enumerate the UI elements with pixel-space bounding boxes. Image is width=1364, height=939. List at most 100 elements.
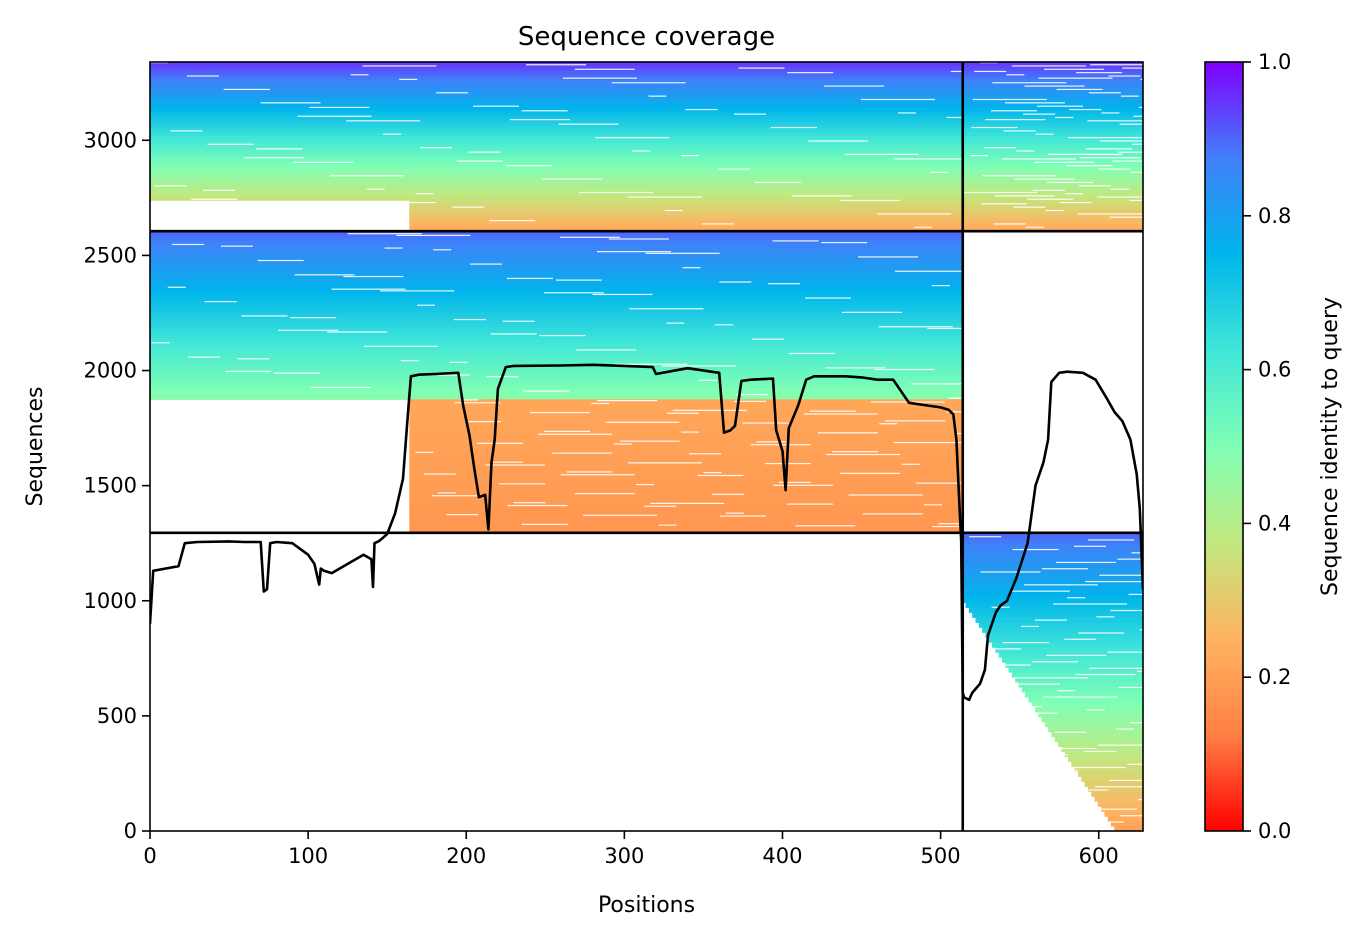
coverage-gap [645, 252, 720, 254]
coverage-gap [1089, 667, 1143, 669]
coverage-row [962, 211, 1143, 215]
coverage-gap [972, 792, 991, 794]
coverage-row [150, 248, 963, 252]
coverage-row [1068, 756, 1143, 763]
coverage-row [150, 287, 963, 291]
coverage-gap [971, 126, 1018, 129]
coverage-gap [207, 143, 254, 145]
coverage-gap [879, 423, 898, 425]
coverage-row [150, 194, 963, 198]
coverage-row [150, 357, 963, 361]
y-tick-label: 1000 [84, 589, 137, 613]
coverage-gap [938, 523, 1013, 525]
coverage-gap [562, 77, 637, 79]
colorbar-tick-label: 0.2 [1258, 665, 1291, 689]
coverage-gap [1057, 690, 1076, 692]
coverage-gap [734, 400, 767, 402]
coverage-gap [1132, 143, 1143, 145]
coverage-row [1025, 691, 1143, 698]
coverage-row [150, 186, 963, 190]
coverage-gap [1111, 188, 1130, 190]
coverage-row [962, 62, 1143, 66]
coverage-row [150, 360, 963, 364]
coverage-gap [172, 243, 205, 246]
coverage-row [150, 129, 963, 134]
coverage-gap [1067, 137, 1142, 139]
coverage-row [150, 396, 963, 400]
coverage-row [962, 93, 1143, 97]
coverage-row [1077, 771, 1143, 777]
coverage-row [150, 376, 963, 381]
coverage-gap [1086, 709, 1105, 711]
coverage-gap [969, 155, 988, 157]
coverage-gap [449, 361, 468, 363]
coverage-row [409, 470, 963, 474]
coverage-gap [788, 352, 835, 355]
coverage-gap [526, 64, 587, 66]
coverage-row [409, 510, 963, 514]
y-tick-label: 500 [97, 704, 137, 728]
coverage-gap [1062, 808, 1137, 810]
coverage-row [962, 225, 1143, 230]
coverage-gap [893, 158, 968, 160]
coverage-row [409, 463, 963, 467]
coverage-row [409, 503, 963, 507]
coverage-gap [170, 130, 203, 132]
coverage-gap [970, 664, 1031, 666]
coverage-row [409, 517, 963, 521]
coverage-gap [1055, 561, 1116, 564]
coverage-gap [1011, 65, 1086, 67]
coverage-row [150, 320, 963, 325]
coverage-gap [1076, 802, 1095, 804]
coverage-gap [1130, 171, 1143, 173]
coverage-row [409, 441, 963, 445]
coverage-gap [1119, 123, 1143, 125]
coverage-gap [241, 315, 288, 317]
coverage-row [150, 138, 963, 142]
coverage-gap [485, 464, 546, 466]
coverage-block [150, 231, 1002, 400]
coverage-gap [400, 360, 419, 362]
coverage-row [150, 365, 963, 370]
coverage-row [150, 312, 963, 316]
coverage-row [150, 267, 963, 272]
coverage-row [962, 532, 1143, 539]
coverage-gap [1002, 641, 1049, 644]
coverage-row [409, 208, 963, 213]
coverage-row [150, 270, 963, 274]
y-axis: 0 500 1000 1500 2000 2500 3000 [84, 128, 150, 843]
coverage-gap [1112, 160, 1143, 162]
coverage-gap [619, 440, 680, 442]
coverage-row [962, 205, 1143, 210]
coverage-row [409, 528, 963, 532]
coverage-row [962, 592, 1143, 599]
coverage-row [150, 281, 963, 286]
coverage-row [150, 166, 963, 170]
coverage-gap [915, 482, 990, 484]
coverage-gap [1023, 584, 1098, 586]
coverage-gap [1109, 216, 1143, 218]
coverage-gap [544, 430, 591, 432]
y-tick-label: 1500 [84, 474, 137, 498]
coverage-gap [1048, 153, 1123, 155]
coverage-gap [821, 241, 868, 244]
colorbar-label: Sequence identity to query [1318, 297, 1343, 596]
coverage-gap [446, 514, 479, 516]
coverage-gap [591, 402, 610, 405]
coverage-row [962, 572, 1143, 579]
divider-lines [150, 62, 1143, 831]
coverage-gap [363, 345, 438, 347]
coverage-row [150, 371, 963, 375]
coverage-row [150, 135, 963, 139]
coverage-row [409, 205, 963, 210]
coverage-row [150, 183, 963, 187]
coverage-row [1074, 766, 1143, 772]
coverage-gap [1129, 199, 1143, 202]
coverage-gap [927, 327, 1002, 330]
coverage-gap [1013, 206, 1046, 208]
coverage-gap [244, 157, 305, 159]
coverage-gap [538, 433, 613, 435]
coverage-row [995, 647, 1143, 653]
plot-frame [149, 61, 1144, 832]
coverage-row [962, 542, 1143, 549]
